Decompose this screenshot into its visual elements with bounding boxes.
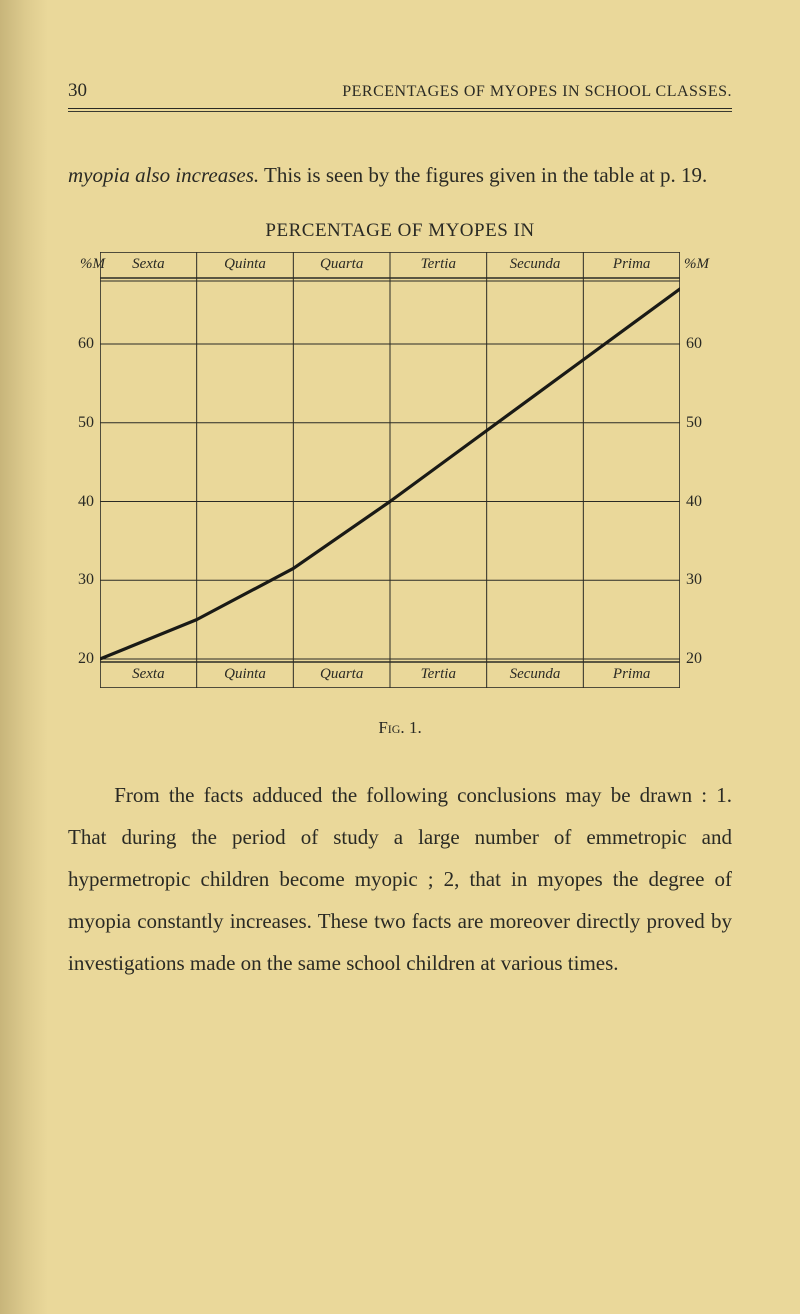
chart-header-label: Sexta xyxy=(132,256,164,273)
chart: %M%MSextaQuintaQuartaTertiaSecundaPrimaS… xyxy=(100,252,680,688)
y-axis-label-right: %M xyxy=(684,256,709,273)
running-head: 30 PERCENTAGES OF MYOPES IN SCHOOL CLASS… xyxy=(68,80,732,102)
chart-footer-label: Sexta xyxy=(132,666,164,683)
y-tick-right: 30 xyxy=(686,571,712,589)
top-rule-heavy xyxy=(68,108,732,109)
chart-header-label: Prima xyxy=(613,256,651,273)
figure-caption: Fig. 1. xyxy=(68,718,732,738)
y-tick-left: 60 xyxy=(68,335,94,353)
chart-header-label: Secunda xyxy=(510,256,561,273)
chart-area: %M%MSextaQuintaQuartaTertiaSecundaPrimaS… xyxy=(100,252,680,688)
chart-footer-label: Prima xyxy=(613,666,651,683)
chart-footer-label: Quarta xyxy=(320,666,363,683)
y-tick-left: 40 xyxy=(68,493,94,511)
italic-lead: myopia also increases. xyxy=(68,163,259,187)
chart-footer-label: Secunda xyxy=(510,666,561,683)
chart-footer-label: Tertia xyxy=(421,666,456,683)
chart-header-label: Quarta xyxy=(320,256,363,273)
page: 30 PERCENTAGES OF MYOPES IN SCHOOL CLASS… xyxy=(68,80,732,1254)
page-shadow xyxy=(0,0,48,1314)
y-axis-label-left: %M xyxy=(80,256,105,273)
y-tick-left: 50 xyxy=(68,414,94,432)
paragraph-intro: myopia also increases. This is seen by t… xyxy=(68,154,732,196)
chart-title: PERCENTAGE OF MYOPES IN xyxy=(68,220,732,242)
running-head-text: PERCENTAGES OF MYOPES IN SCHOOL CLASSES. xyxy=(342,83,732,101)
fig-label: Fig. xyxy=(378,718,404,737)
y-tick-left: 30 xyxy=(68,571,94,589)
chart-footer-label: Quinta xyxy=(224,666,266,683)
para1-rest: This is seen by the figures given in the… xyxy=(259,163,707,187)
top-rule-light xyxy=(68,111,732,112)
chart-svg xyxy=(100,252,680,688)
y-tick-right: 50 xyxy=(686,414,712,432)
y-tick-left: 20 xyxy=(68,650,94,668)
y-tick-right: 20 xyxy=(686,650,712,668)
page-number: 30 xyxy=(68,80,87,102)
y-tick-right: 60 xyxy=(686,335,712,353)
chart-header-label: Quinta xyxy=(224,256,266,273)
paragraph-conclusions: From the facts adduced the following con… xyxy=(68,774,732,984)
y-tick-right: 40 xyxy=(686,493,712,511)
fig-number: 1. xyxy=(409,718,422,737)
chart-header-label: Tertia xyxy=(421,256,456,273)
